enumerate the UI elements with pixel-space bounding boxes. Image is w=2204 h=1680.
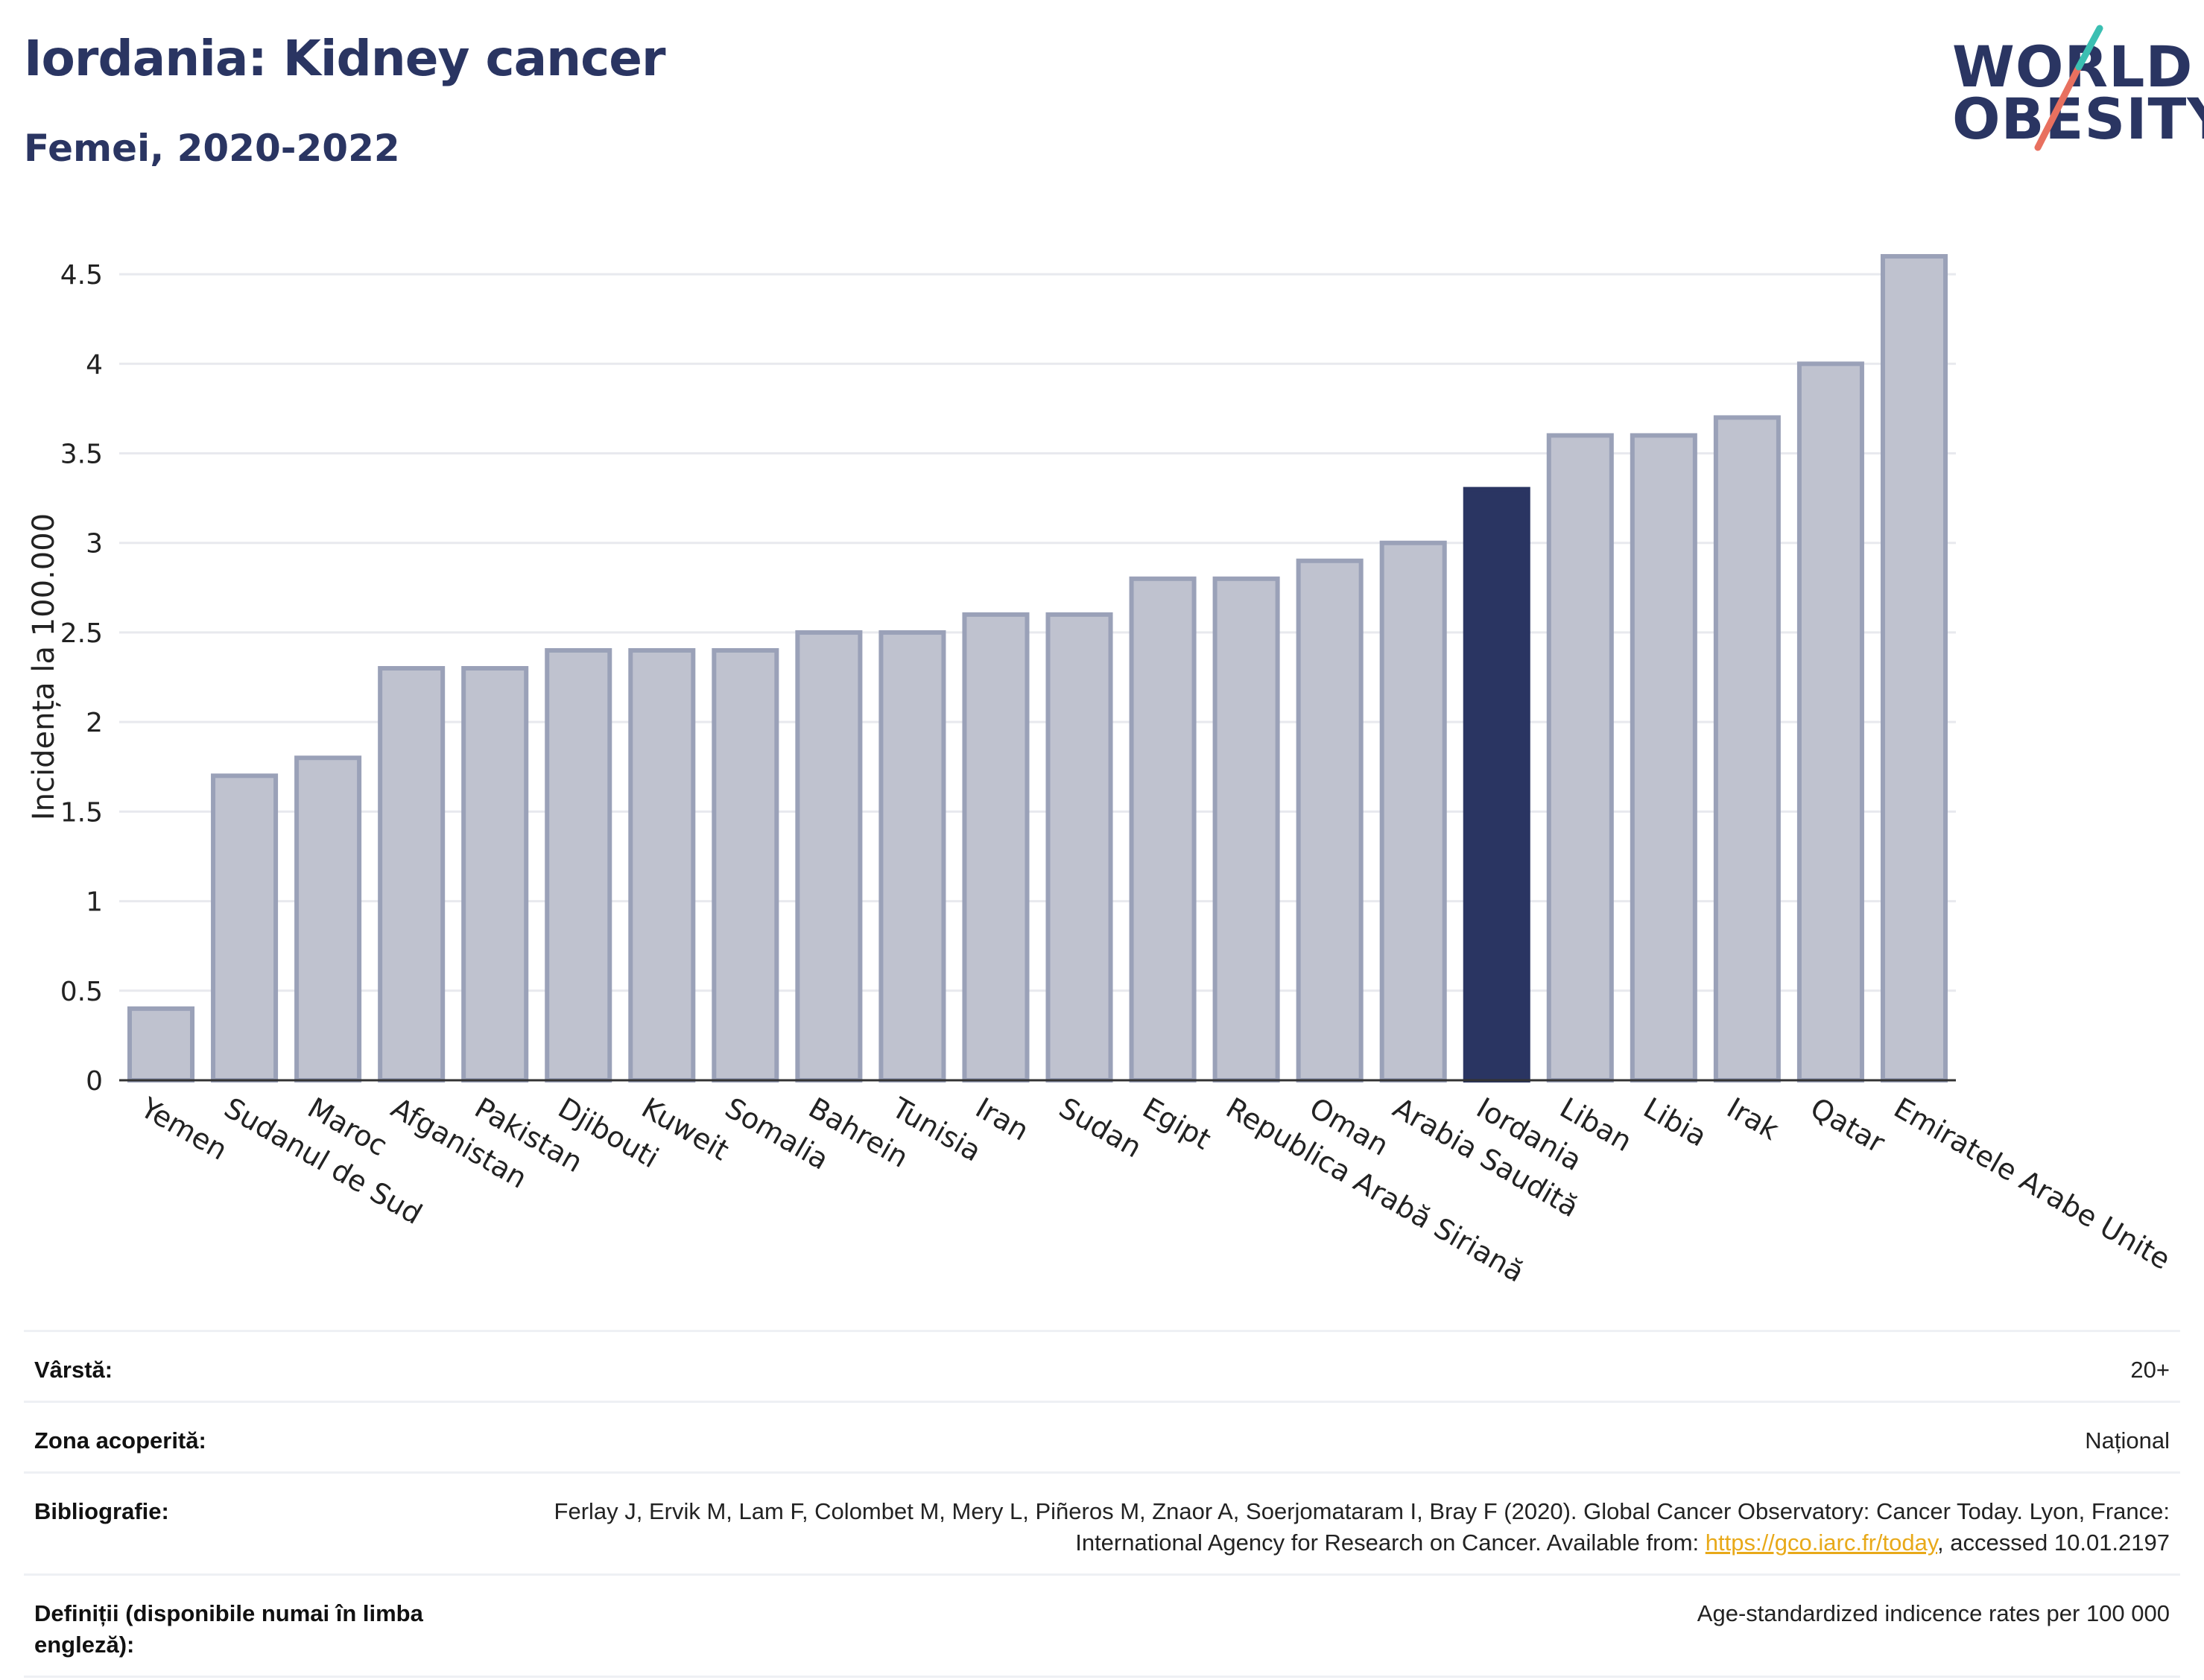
meta-key: Bibliografie: [34, 1498, 169, 1524]
y-tick-label: 4.5 [60, 260, 103, 291]
meta-row-age: Vârstă: 20+ [24, 1330, 2180, 1401]
y-tick-label: 1.5 [60, 797, 103, 828]
chart-subtitle: Femei, 2020-2022 [24, 127, 400, 170]
y-tick-label: 2 [86, 708, 103, 738]
x-tick-label: Irak [1721, 1091, 1784, 1147]
bar-arabia-saudit- [1379, 540, 1447, 1083]
x-tick-label: Emiratele Arabe Unite [1888, 1091, 2176, 1276]
bar-republica-arab-sirian- [1212, 576, 1280, 1083]
logo-line-2: OBESITY [1952, 86, 2204, 152]
bar-egipt [1129, 576, 1197, 1083]
bar-yemen [127, 1006, 195, 1083]
metadata-table: Vârstă: 20+ Zona acoperită: Național Bib… [24, 1330, 2180, 1678]
bar-iordania [1463, 486, 1530, 1083]
meta-value: 20+ [2130, 1357, 2170, 1383]
meta-value: Ferlay J, Ervik M, Lam F, Colombet M, Me… [531, 1496, 2170, 1559]
x-tick-label: Libia [1638, 1091, 1712, 1153]
bar-sudanul-de-sud [211, 773, 279, 1083]
bar-sudan [1045, 612, 1113, 1083]
y-axis-ticks: 0 0.5 1 1.5 2 2.5 3 3.5 4 4.5 [60, 260, 103, 1097]
bar-tunisia [878, 630, 946, 1083]
meta-row-area: Zona acoperită: Național [24, 1401, 2180, 1471]
y-tick-label: 4 [86, 349, 103, 380]
chart-bars [127, 254, 1948, 1083]
bibliography-text: Ferlay J, Ervik M, Lam F, Colombet M, Me… [554, 1498, 2170, 1556]
x-tick-label: Sudan [1054, 1091, 1147, 1164]
meta-value: Național [2085, 1427, 2170, 1454]
meta-row-bibliography: Bibliografie: Ferlay J, Ervik M, Lam F, … [24, 1471, 2180, 1573]
y-tick-label: 3.5 [60, 440, 103, 470]
bar-kuweit [628, 647, 696, 1083]
bar-libia [1630, 433, 1697, 1083]
bar-irak [1713, 415, 1781, 1083]
bibliography-accessed: , accessed 10.01.2197 [1937, 1530, 2170, 1556]
bar-bahrein [795, 630, 863, 1083]
bar-maroc [294, 755, 362, 1083]
y-tick-label: 1 [86, 887, 103, 918]
source-link[interactable]: https://gco.iarc.fr/today [1705, 1530, 1938, 1556]
chart-title: Iordania: Kidney cancer [24, 30, 666, 87]
x-tick-label: Yemen [135, 1091, 233, 1167]
meta-row-definitions: Definiții (disponibile numai în limba en… [24, 1573, 2180, 1678]
x-tick-label: Qatar [1805, 1091, 1890, 1160]
bar-oman [1296, 558, 1364, 1083]
bar-qatar [1796, 361, 1864, 1083]
y-tick-label: 0.5 [60, 977, 103, 1007]
x-tick-label: Egipt [1137, 1091, 1217, 1156]
logo-slash-icon [2034, 25, 2103, 151]
meta-key: Definiții (disponibile numai în limba en… [34, 1600, 423, 1658]
meta-value: Age-standardized indicence rates per 100… [1697, 1600, 2170, 1626]
bar-djibouti [545, 647, 612, 1083]
world-obesity-logo: WORLD OBESITY [1937, 22, 2204, 164]
bar-emiratele-arabe-unite [1880, 254, 1948, 1083]
y-axis-label: Incidența la 100.000 [27, 513, 61, 820]
bar-afganistan [378, 666, 446, 1083]
bar-somalia [712, 647, 779, 1083]
bar-iran [962, 612, 1030, 1083]
y-tick-label: 2.5 [60, 618, 103, 649]
bar-liban [1546, 433, 1614, 1083]
meta-key: Vârstă: [34, 1357, 113, 1383]
meta-key: Zona acoperită: [34, 1427, 206, 1454]
bar-pakistan [461, 666, 529, 1083]
y-tick-label: 0 [86, 1066, 103, 1097]
y-tick-label: 3 [86, 529, 103, 560]
